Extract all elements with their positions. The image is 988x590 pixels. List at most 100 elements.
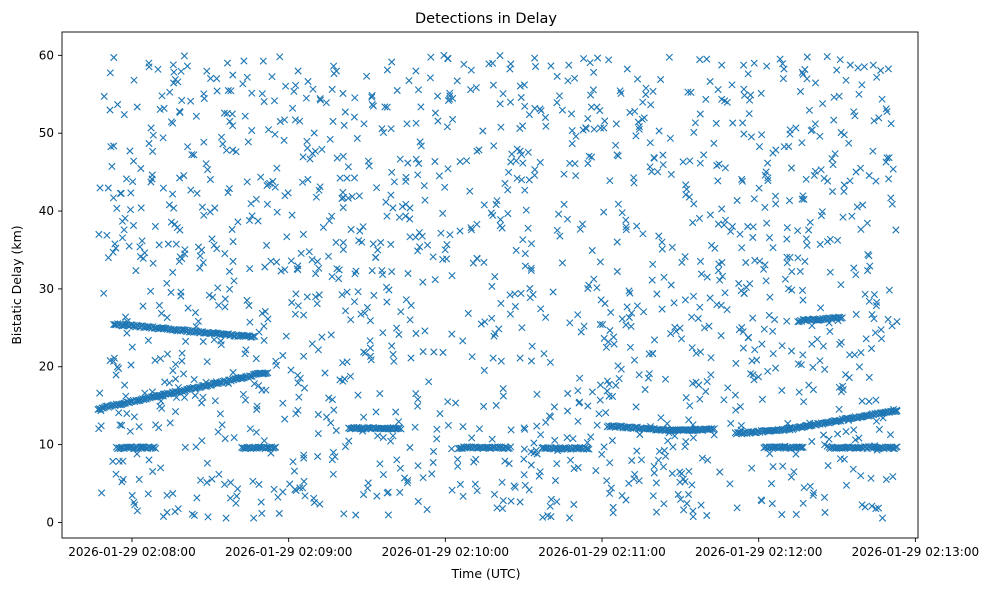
detection-point (264, 126, 273, 134)
detection-point (199, 337, 207, 346)
detection-point (260, 336, 268, 344)
detection-point (132, 267, 140, 275)
detection-point (531, 104, 539, 112)
detection-point (383, 212, 391, 220)
detection-point (601, 299, 609, 308)
detection-point (546, 502, 554, 510)
detection-point (618, 209, 626, 217)
detection-point (181, 443, 189, 451)
detection-point (350, 174, 359, 182)
detection-point (836, 340, 844, 348)
detection-point (287, 257, 295, 265)
detection-point (551, 436, 559, 444)
detection-point (467, 226, 476, 234)
detection-point (831, 150, 839, 158)
detection-point (221, 480, 229, 488)
detection-point (211, 204, 219, 212)
detection-point (587, 103, 595, 111)
detection-point (696, 257, 705, 265)
detection-point (809, 491, 817, 499)
detection-point (180, 393, 189, 401)
detection-point (420, 182, 428, 190)
detection-point (578, 220, 587, 228)
detection-point (218, 421, 226, 429)
detection-point (339, 359, 347, 367)
detection-point (388, 342, 396, 350)
x-axis-ticks: 2026-01-29 02:08:00 2026-01-29 02:09:00 20… (68, 538, 979, 559)
detection-point (771, 316, 779, 324)
detection-point (706, 294, 714, 302)
detection-point (757, 89, 765, 97)
detection-point (639, 230, 647, 238)
detection-point (294, 67, 302, 75)
detection-point (417, 142, 425, 150)
detection-point (190, 151, 198, 159)
detection-point (368, 91, 376, 100)
detection-point (368, 267, 376, 275)
detection-point (471, 480, 479, 488)
detection-point (439, 209, 447, 217)
detection-point (98, 489, 106, 497)
detection-point (571, 160, 579, 168)
detection-point (412, 390, 420, 398)
detection-point (126, 147, 134, 155)
detection-point (387, 437, 395, 445)
detection-point (521, 250, 529, 258)
detection-point (178, 357, 186, 365)
detection-point (171, 408, 180, 416)
detection-point (836, 56, 844, 64)
detection-point (511, 302, 519, 311)
detection-point (706, 77, 714, 86)
detection-point (715, 260, 723, 268)
detection-point (419, 474, 427, 482)
detection-point (799, 443, 807, 451)
detection-point (252, 428, 260, 436)
detection-point (630, 356, 639, 364)
detection-point (325, 394, 333, 402)
detection-point (835, 383, 843, 391)
y-axis-ticks: 0 10 20 30 40 50 60 (39, 48, 62, 529)
detection-point (594, 54, 602, 62)
detection-point (808, 126, 816, 134)
detection-point (505, 168, 513, 176)
detection-point (640, 308, 648, 316)
detection-point (850, 426, 858, 434)
detection-point (729, 119, 737, 127)
detection-point (595, 410, 603, 418)
detection-point (176, 108, 184, 116)
detection-point (180, 172, 188, 180)
detection-point (246, 265, 254, 273)
detection-point (533, 390, 541, 398)
detection-point (772, 200, 780, 208)
detection-point (284, 189, 292, 197)
detection-point (443, 123, 451, 131)
detection-point (753, 356, 761, 364)
detection-point (403, 120, 411, 128)
detection-point (890, 407, 899, 415)
detection-point (644, 374, 652, 382)
detection-point (341, 307, 350, 315)
detection-point (582, 445, 590, 453)
detection-point (556, 232, 564, 240)
detection-point (354, 391, 362, 399)
detection-point (459, 423, 467, 431)
detection-point (757, 496, 765, 504)
detection-point (301, 492, 309, 500)
detection-point (838, 314, 846, 322)
detection-point (649, 87, 657, 95)
x-tick-label: 2026-01-29 02:09:00 (225, 545, 352, 559)
detection-point (452, 399, 460, 407)
detection-point (373, 184, 381, 192)
detection-point (635, 123, 643, 131)
detection-point (198, 246, 206, 254)
detection-point (109, 194, 118, 202)
detection-point (155, 241, 163, 249)
detection-point (126, 427, 134, 435)
detection-point (564, 389, 572, 398)
detection-point (114, 364, 123, 373)
detection-point (383, 66, 391, 74)
detection-point (530, 439, 538, 447)
detection-point (314, 346, 322, 354)
detection-point (695, 214, 704, 222)
detection-point (112, 371, 120, 379)
